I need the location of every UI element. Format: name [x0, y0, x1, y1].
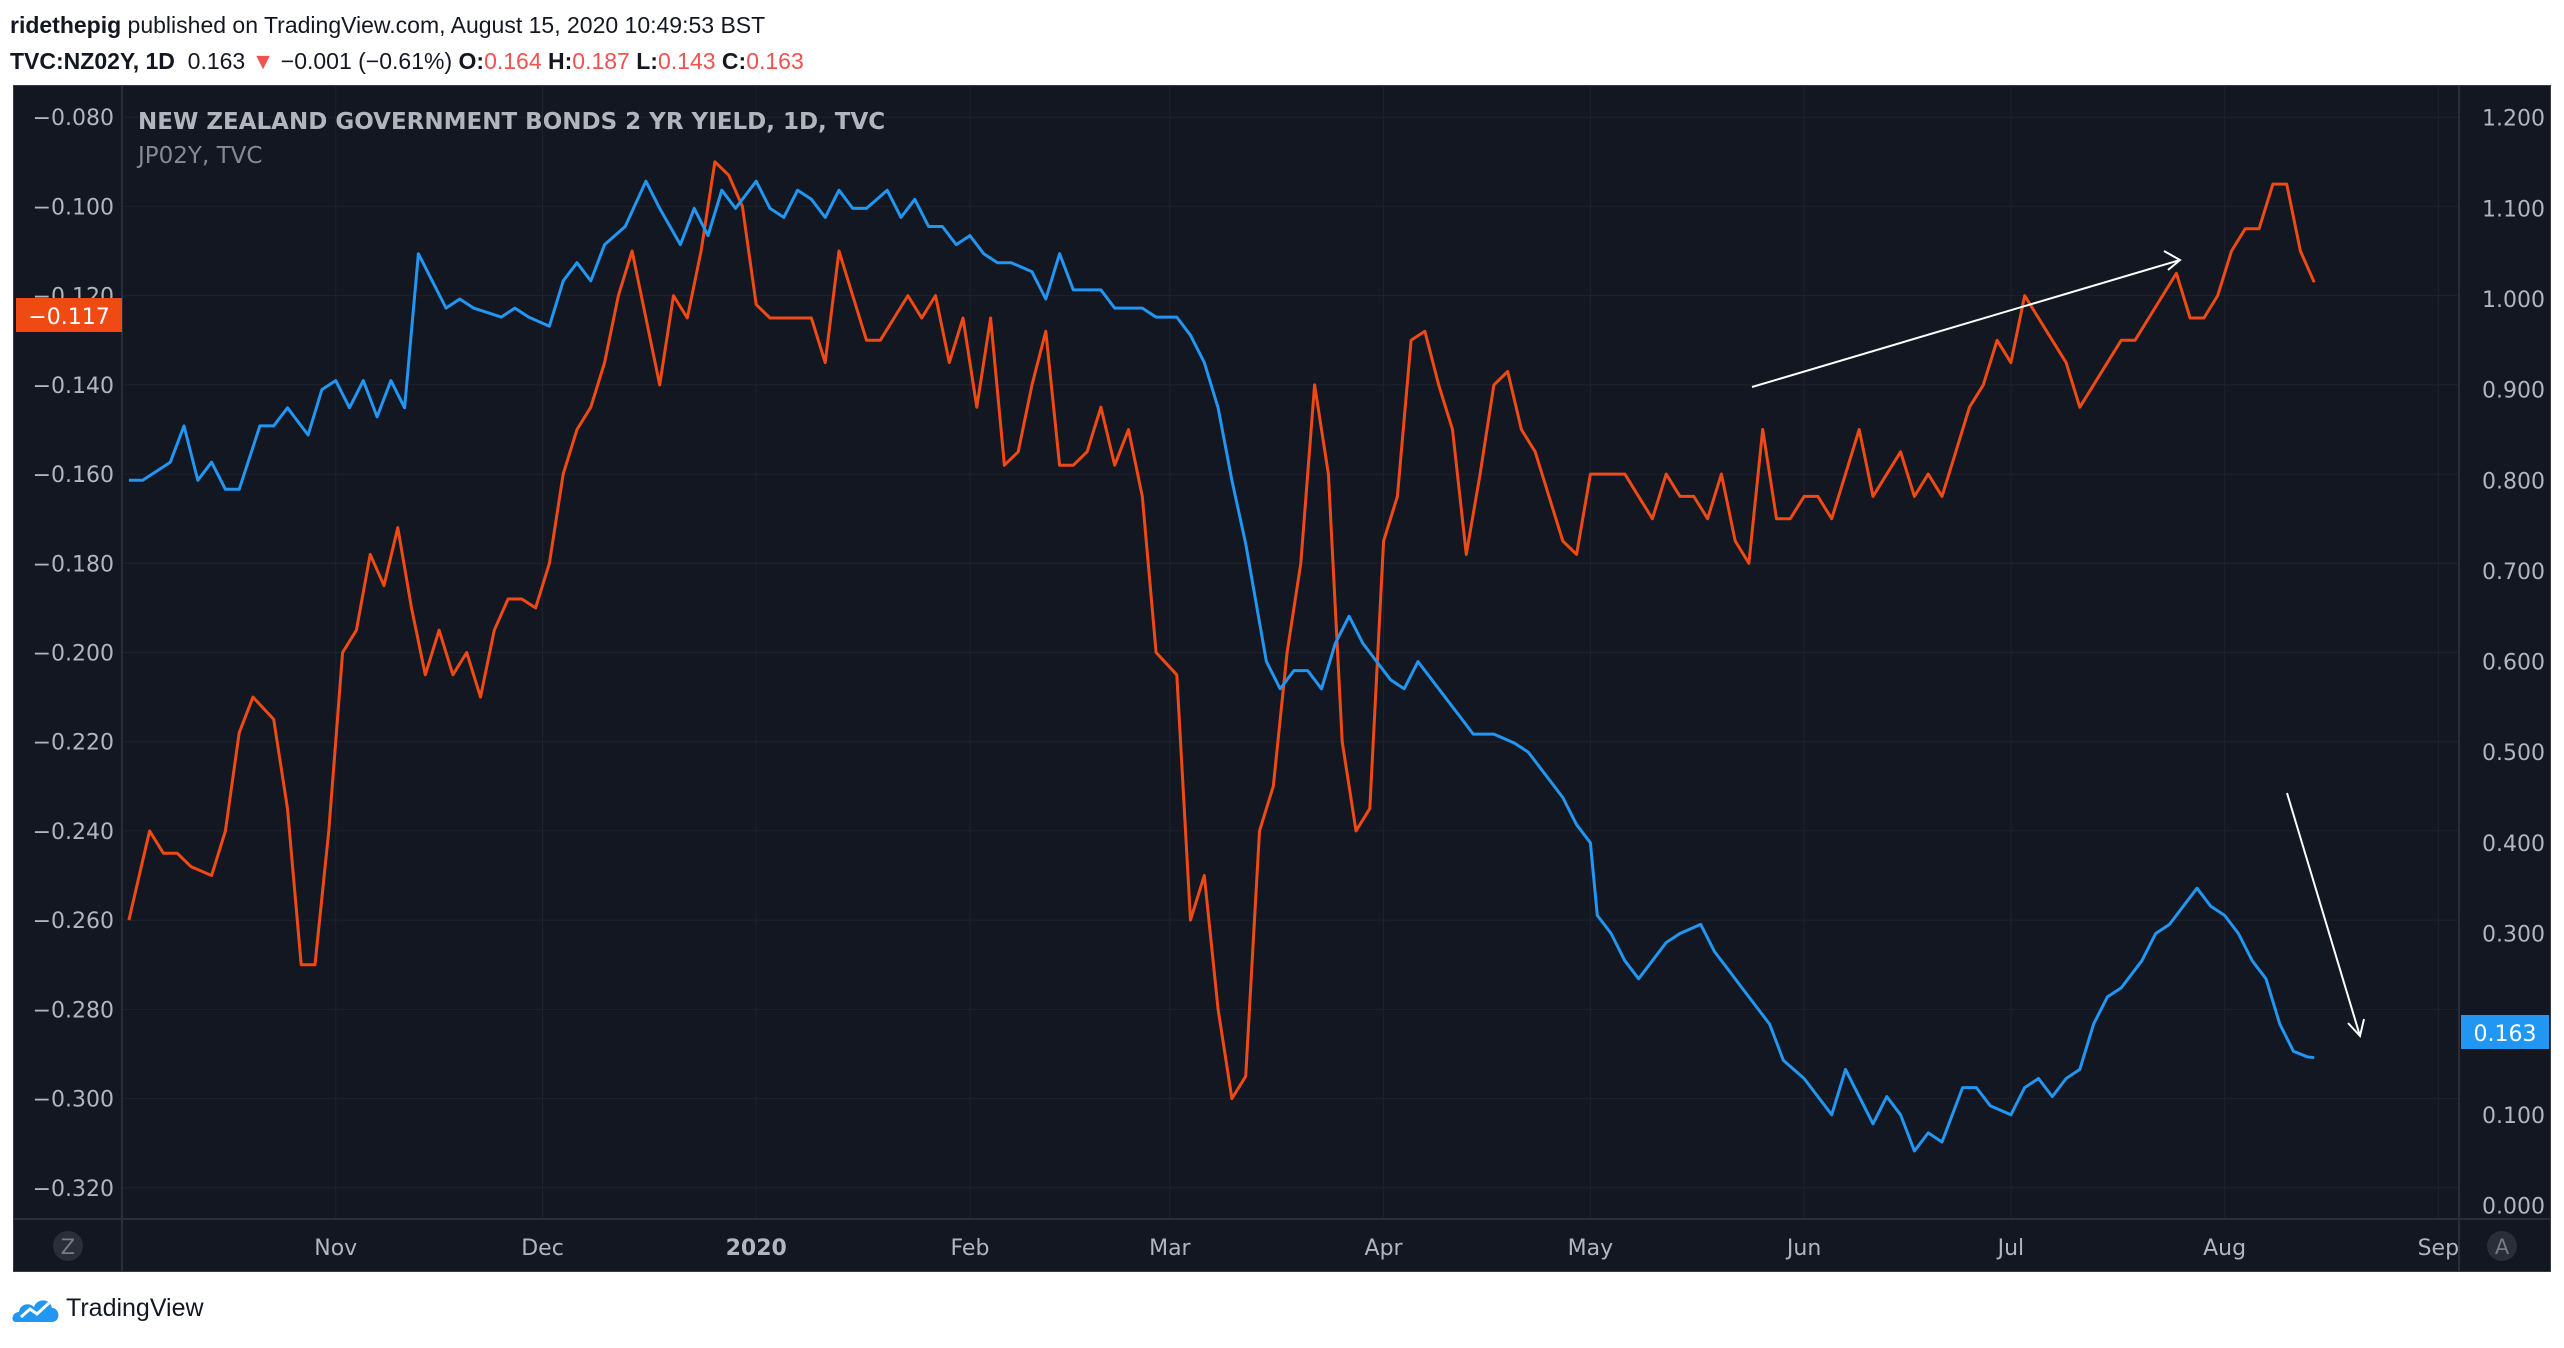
close-label: C: — [721, 48, 747, 74]
time-axis[interactable]: Nov Dec 2020 Feb Mar Apr May Jun Jul Aug Sep — [314, 1236, 2459, 1261]
nz02y-series-line[interactable] — [128, 179, 2315, 1153]
left-tick-label: −0.220 — [33, 731, 114, 756]
right-tick-label: 1.000 — [2482, 288, 2545, 313]
chart-panel[interactable]: −0.080 −0.100 −0.120 −0.140 −0.160 −0.180 −0.2… — [13, 85, 2551, 1272]
low-value: 0.143 — [657, 48, 716, 74]
tradingview-logo-icon[interactable] — [12, 1292, 60, 1324]
left-tick-label: −0.100 — [33, 195, 114, 220]
compare-symbol-label: JP02Y, TVC — [136, 143, 262, 169]
right-axis[interactable]: 1.200 1.100 1.000 0.900 0.800 0.700 0.600 0.500… — [2482, 107, 2545, 1220]
down-arrow-icon: ▼ — [251, 48, 275, 74]
right-tick-label: 0.300 — [2482, 922, 2545, 947]
open-value: 0.164 — [484, 48, 542, 74]
trend-arrow-down — [2286, 792, 2361, 1037]
symbol-label: TVC:NZ02Y, 1D — [10, 48, 175, 74]
left-tick-label: −0.240 — [33, 820, 114, 845]
trend-arrow-up-head-icon — [2163, 250, 2182, 271]
grid — [122, 86, 2459, 1219]
price-change: −0.001 (−0.61%) — [280, 48, 453, 74]
a-button-icon: A — [2495, 1235, 2510, 1259]
high-value: 0.187 — [572, 48, 630, 74]
right-tick-label: 0.400 — [2482, 832, 2545, 857]
symbol-quote-line: TVC:NZ02Y, 1D 0.163 ▼ −0.001 (−0.61%) O:… — [10, 48, 804, 75]
nz-last-value-badge — [2461, 1015, 2549, 1049]
right-tick-label: 0.700 — [2482, 560, 2545, 585]
low-label: L: — [636, 48, 658, 74]
author-name[interactable]: ridethepig — [10, 12, 122, 38]
time-tick-label: Nov — [314, 1236, 357, 1261]
left-tick-label: −0.140 — [33, 374, 114, 399]
trend-arrows — [1751, 250, 2365, 1039]
right-tick-label: 0.800 — [2482, 469, 2545, 494]
left-tick-label: −0.280 — [33, 998, 114, 1023]
right-tick-label: 1.200 — [2482, 107, 2545, 132]
last-price: 0.163 — [187, 48, 246, 74]
high-label: H: — [548, 48, 573, 74]
left-tick-label: −0.300 — [33, 1088, 114, 1113]
auto-scale-z-button[interactable] — [53, 1231, 83, 1261]
published-text: published on TradingView.com, August 15,… — [121, 12, 766, 38]
jp-last-value-badge — [16, 298, 122, 332]
left-tick-label: −0.200 — [33, 642, 114, 667]
auto-scale-a-button[interactable] — [2487, 1231, 2517, 1261]
tradingview-brand[interactable]: TradingView — [66, 1294, 204, 1322]
right-tick-label: 0.100 — [2482, 1104, 2545, 1129]
nz-last-value-label: 0.163 — [2474, 1022, 2537, 1047]
series-layer — [127, 160, 2316, 1153]
publish-header: ridethepig published on TradingView.com,… — [10, 8, 2550, 78]
last-value-labels: −0.117 0.163 — [16, 298, 2549, 1049]
time-tick-label: Feb — [950, 1236, 989, 1261]
right-tick-label: 0.900 — [2482, 379, 2545, 404]
time-tick-label: Dec — [521, 1236, 564, 1261]
time-tick-label: Apr — [1365, 1236, 1404, 1261]
corner-buttons[interactable]: Z A — [53, 1231, 2517, 1261]
time-tick-label: May — [1568, 1236, 1613, 1261]
left-tick-label: −0.180 — [33, 552, 114, 577]
chart-title: NEW ZEALAND GOVERNMENT BONDS 2 YR YIELD,… — [138, 109, 885, 135]
trend-arrow-down-head-icon — [2347, 1018, 2365, 1039]
publish-info: ridethepig published on TradingView.com,… — [10, 12, 765, 39]
time-tick-label: Jun — [1785, 1236, 1821, 1261]
right-tick-label: 0.600 — [2482, 651, 2545, 676]
right-tick-label: 1.100 — [2482, 197, 2545, 222]
trend-arrow-up — [1751, 259, 2181, 388]
time-tick-label: Mar — [1149, 1236, 1191, 1261]
left-tick-label: −0.320 — [33, 1177, 114, 1202]
open-label: O: — [458, 48, 485, 74]
right-tick-label: 0.500 — [2482, 741, 2545, 766]
axis-dividers — [14, 86, 2550, 1271]
left-tick-label: −0.080 — [33, 106, 114, 131]
jp02y-series-line[interactable] — [127, 160, 2316, 1101]
chart-canvas[interactable]: −0.080−0.100−0.120−0.140−0.160−0.180−0.2… — [14, 86, 2550, 1271]
time-tick-label: 2020 — [726, 1236, 787, 1261]
right-tick-label: 0.000 — [2482, 1194, 2545, 1219]
left-tick-label: −0.260 — [33, 909, 114, 934]
left-axis[interactable]: −0.080−0.100−0.120−0.140−0.160−0.180−0.2… — [33, 106, 114, 1202]
left-tick-label: −0.160 — [33, 463, 114, 488]
time-tick-label: Aug — [2203, 1236, 2246, 1261]
time-tick-label: Jul — [1996, 1236, 2025, 1261]
close-value: 0.163 — [746, 48, 804, 74]
time-tick-label: Sep — [2418, 1236, 2459, 1261]
jp-last-value-label: −0.117 — [28, 305, 109, 330]
z-button-icon: Z — [61, 1235, 75, 1259]
